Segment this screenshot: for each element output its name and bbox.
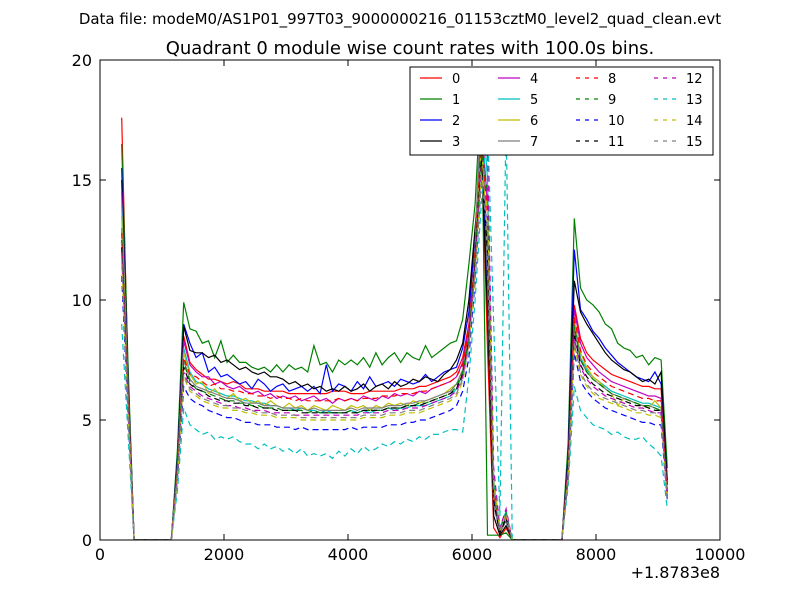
- series-line-7: [121, 88, 668, 540]
- series-layer: [121, 83, 668, 540]
- file-caption: Data file: modeM0/AS1P01_997T03_90000002…: [79, 10, 721, 29]
- series-line-4: [121, 119, 668, 540]
- series-line-9: [121, 151, 668, 540]
- legend-label-5: 5: [530, 93, 538, 108]
- series-line-12: [121, 143, 668, 540]
- y-tick-label: 0: [82, 531, 92, 550]
- legend-label-9: 9: [608, 93, 616, 108]
- legend-label-2: 2: [452, 114, 460, 129]
- legend-label-13: 13: [686, 93, 703, 108]
- axis-ticks: [99, 59, 721, 541]
- y-tick-label: 10: [72, 291, 92, 310]
- series-line-10: [121, 179, 668, 540]
- legend-label-7: 7: [530, 135, 538, 150]
- series-line-8: [121, 136, 668, 540]
- x-tick-label: 8000: [576, 545, 617, 564]
- series-line-0: [121, 117, 668, 540]
- series-line-1: [121, 86, 668, 540]
- y-tick-label: 20: [72, 51, 92, 70]
- series-line-14: [121, 175, 668, 540]
- x-tick-label: 10000: [695, 545, 746, 564]
- chart-title: Quadrant 0 module wise count rates with …: [166, 38, 655, 59]
- legend-label-0: 0: [452, 72, 460, 87]
- series-line-3: [121, 155, 668, 540]
- y-tick-label: 5: [82, 411, 92, 430]
- series-line-11: [121, 160, 668, 540]
- legend-label-6: 6: [530, 114, 538, 129]
- legend-label-1: 1: [452, 93, 460, 108]
- legend-label-12: 12: [686, 72, 703, 87]
- legend-label-3: 3: [452, 135, 460, 150]
- series-line-2: [121, 143, 668, 540]
- series-line-13: [121, 119, 668, 540]
- legend-frame: [409, 66, 714, 156]
- x-tick-label: 6000: [452, 545, 493, 564]
- legend-label-11: 11: [608, 135, 625, 150]
- x-axis-offset-label: +1.8783e8: [631, 563, 720, 582]
- x-tick-label: 4000: [328, 545, 369, 564]
- series-line-15: [121, 179, 668, 540]
- y-tick-label: 15: [72, 171, 92, 190]
- x-tick-label: 2000: [204, 545, 245, 564]
- legend-label-15: 15: [686, 135, 703, 150]
- x-tick-label: 0: [95, 545, 105, 564]
- series-line-6: [121, 143, 668, 540]
- legend-label-10: 10: [608, 114, 625, 129]
- legend-label-14: 14: [686, 114, 703, 129]
- legend-label-4: 4: [530, 72, 538, 87]
- legend-label-8: 8: [608, 72, 616, 87]
